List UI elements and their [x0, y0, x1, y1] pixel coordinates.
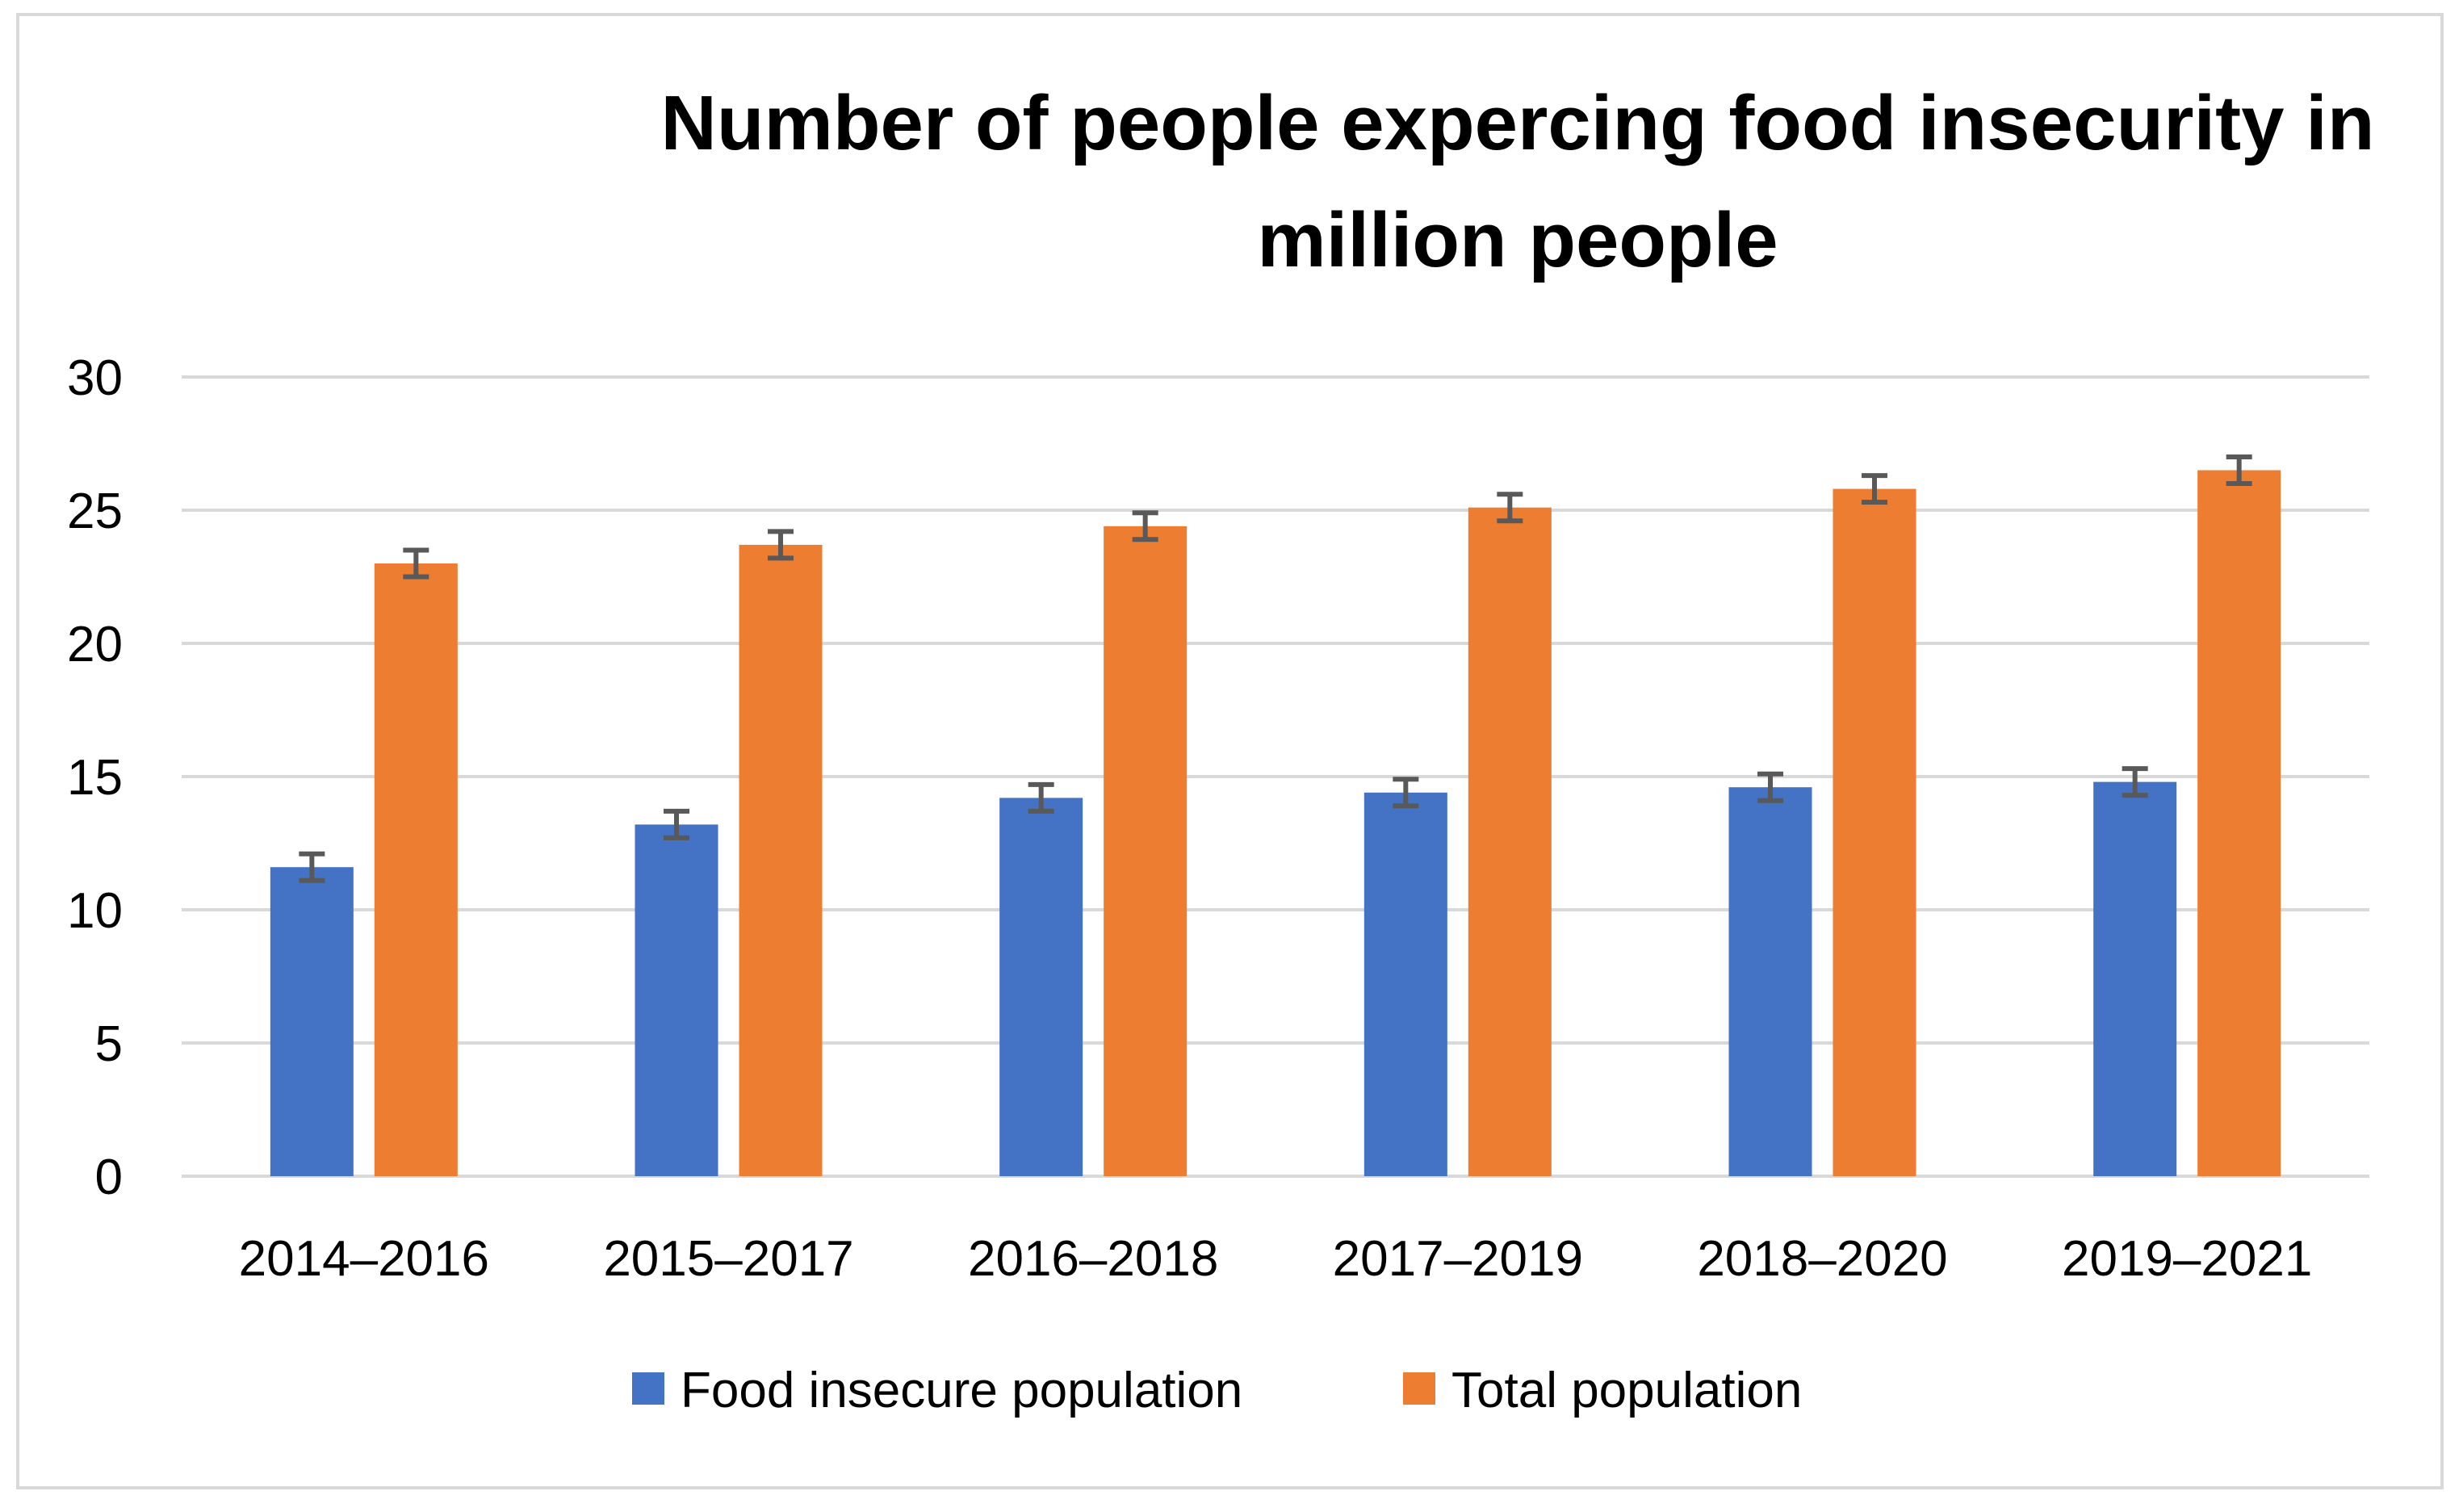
bar-total-2	[1104, 526, 1188, 1176]
y-tick-label: 25	[67, 484, 123, 539]
bar-food-insecure-2	[999, 798, 1083, 1176]
x-tick-label: 2014–2016	[239, 1231, 489, 1287]
bar-total-0	[374, 563, 458, 1176]
bar-food-insecure-0	[270, 867, 354, 1176]
bar-food-insecure-4	[1728, 787, 1812, 1176]
chart-title-line-1: Number of people expercing food insecuri…	[661, 80, 2375, 166]
chart-title-line-2: million people	[1257, 197, 1778, 283]
legend-label-food-insecure: Food insecure population	[681, 1363, 1242, 1418]
x-tick-label: 2017–2019	[1333, 1231, 1583, 1287]
grid-lines	[182, 375, 2369, 1178]
bar-food-insecure-1	[635, 824, 718, 1176]
legend-swatch-total	[1403, 1372, 1435, 1405]
y-tick-label: 30	[67, 350, 123, 406]
bar-total-3	[1468, 507, 1552, 1176]
bars	[270, 470, 2281, 1176]
bar-total-1	[739, 544, 823, 1176]
bar-food-insecure-3	[1363, 792, 1447, 1176]
legend-label-total: Total population	[1451, 1363, 1802, 1418]
x-tick-label: 2018–2020	[1697, 1231, 1947, 1287]
bar-total-4	[1833, 488, 1916, 1176]
bar-total-5	[2197, 470, 2281, 1176]
error-bars	[299, 454, 2252, 883]
x-tick-label: 2015–2017	[603, 1231, 853, 1287]
y-axis-ticks: 0 5 10 15 20 25 30	[67, 350, 123, 1205]
bar-food-insecure-5	[2093, 781, 2177, 1176]
y-tick-label: 15	[67, 750, 123, 806]
x-tick-label: 2019–2021	[2062, 1231, 2312, 1287]
y-tick-label: 0	[95, 1150, 123, 1205]
x-axis-ticks: 2014–2016 2015–2017 2016–2018 2017–2019 2018…	[239, 1231, 2313, 1287]
legend: Food insecure population Total population	[632, 1363, 1802, 1418]
y-tick-label: 20	[67, 617, 123, 672]
x-tick-label: 2016–2018	[968, 1231, 1218, 1287]
y-tick-label: 10	[67, 883, 123, 939]
y-tick-label: 5	[95, 1016, 123, 1072]
legend-swatch-food-insecure	[632, 1372, 664, 1405]
